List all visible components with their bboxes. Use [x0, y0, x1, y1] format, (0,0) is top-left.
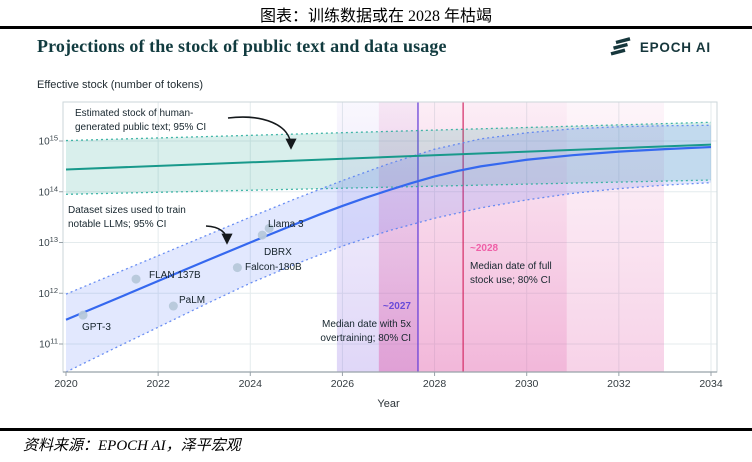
series-line [65, 124, 712, 295]
y-tick-label: 1014 [39, 184, 58, 198]
annotation-year-label: ~2027 [382, 301, 411, 312]
annotation-datasets: Dataset sizes used to train notable LLMs… [68, 204, 186, 232]
dataset-confidence-band [66, 125, 711, 372]
x-tick-label: 2020 [54, 378, 78, 390]
chart-title: Projections of the stock of public text … [37, 36, 447, 56]
model-datapoint [257, 230, 267, 240]
model-label: FLAN 137B [149, 270, 201, 281]
stock-confidence-band [66, 122, 711, 195]
y-tick-label: 1011 [39, 337, 58, 351]
model-label: DBRX [264, 247, 292, 258]
annotation-arrow-stock [227, 116, 297, 150]
annotation-line: notable LLMs; 95% CI [68, 219, 167, 230]
epoch-ai-logo-icon [610, 37, 631, 56]
series-line [65, 143, 712, 171]
top-divider [0, 26, 752, 29]
x-tick-label: 2026 [331, 378, 355, 390]
model-label: GPT-3 [82, 322, 111, 333]
epoch-ai-logo-text: EPOCH AI [639, 39, 711, 55]
y-tick-label: 1013 [39, 235, 58, 249]
annotation-line: Median date of full [470, 261, 552, 272]
model-datapoint [131, 274, 141, 284]
annotation-line: Estimated stock of human- [75, 108, 194, 119]
series-line [65, 145, 712, 321]
bottom-divider [0, 428, 752, 431]
x-tick-label: 2028 [423, 378, 447, 390]
annotation-arrow-datasets [205, 225, 233, 245]
model-datapoint [168, 301, 178, 311]
model-label: PaLM [179, 295, 205, 306]
annotation-line: Dataset sizes used to train [68, 205, 186, 216]
x-tick-label: 2034 [699, 378, 723, 390]
region-full-stock-ci-inner [378, 102, 567, 372]
epoch-ai-logo: EPOCH AI [609, 37, 711, 57]
annotation-full-stock: ~2028 Median date of full stock use; 80%… [470, 242, 552, 288]
model-datapoint [78, 310, 88, 320]
annotation-line: stock use; 80% CI [470, 275, 551, 286]
x-tick-label: 2024 [239, 378, 263, 390]
model-label: Falcon-180B [245, 262, 302, 273]
model-datapoint [264, 223, 274, 233]
annotation-year-label: ~2028 [470, 243, 499, 254]
annotation-line: generated public text; 95% CI [75, 122, 207, 133]
x-tick-label: 2022 [146, 378, 170, 390]
series-line [65, 182, 712, 372]
annotation-overtraining: ~2027 Median date with 5x overtraining; … [320, 300, 411, 346]
x-axis-title: Year [377, 398, 400, 410]
annotation-line: Median date with 5x [322, 319, 411, 330]
x-tick-label: 2032 [607, 378, 631, 390]
page-title: 图表：训练数据或在 2028 年枯竭 [259, 8, 492, 25]
y-tick-label: 1015 [39, 134, 58, 148]
y-tick-label: 1012 [39, 286, 58, 300]
annotation-stock: Estimated stock of human- generated publ… [75, 107, 206, 135]
model-label: Llama 3 [268, 219, 304, 230]
source-note: 资料来源：EPOCH AI，泽平宏观 [23, 438, 241, 454]
model-datapoint [232, 263, 242, 273]
annotation-line: overtraining; 80% CI [320, 333, 411, 344]
y-axis-title: Effective stock (number of tokens) [37, 79, 204, 91]
x-tick-label: 2030 [515, 378, 539, 390]
